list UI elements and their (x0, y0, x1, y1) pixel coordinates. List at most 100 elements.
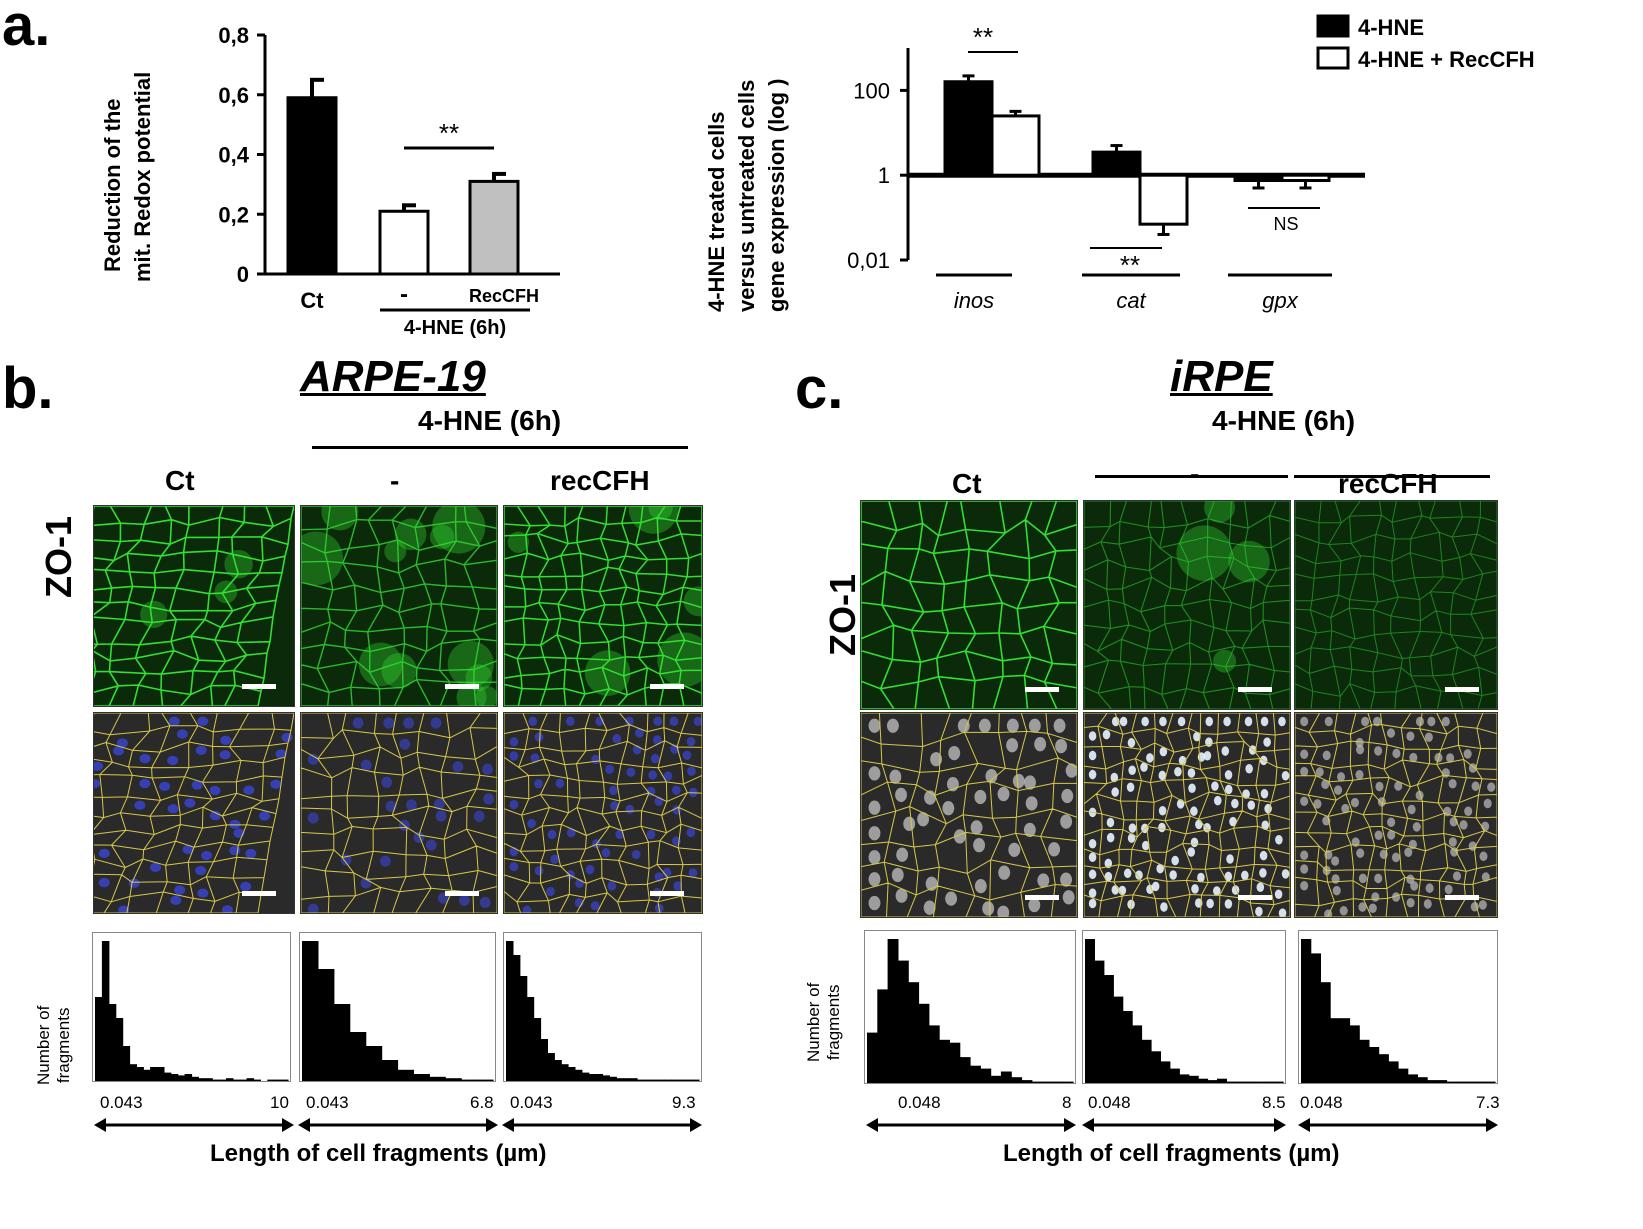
legend-swatch-0 (1316, 14, 1350, 38)
nucleus (1104, 858, 1113, 869)
nucleus (550, 854, 560, 864)
cell-borders (301, 506, 497, 706)
nucleus (385, 800, 397, 812)
nucleus (1119, 716, 1128, 727)
hist-c0-xmin: 0.048 (898, 1093, 941, 1112)
nucleus (1404, 847, 1413, 858)
nucleus (1053, 718, 1066, 733)
nucleus (116, 738, 128, 748)
histogram-bar (143, 1069, 151, 1081)
nucleus (1211, 781, 1219, 791)
nucleus (150, 862, 162, 873)
gene-sig-inos: ** (973, 22, 993, 52)
nucleus (209, 810, 221, 821)
nucleus (534, 779, 543, 789)
arpe19-zo1-ct-image (93, 505, 295, 707)
cell-borders (861, 501, 1077, 709)
histogram-bar (95, 997, 103, 1081)
nucleus (625, 716, 634, 726)
nucleus (1088, 750, 1097, 761)
histogram-bar (445, 1078, 462, 1081)
nucleus (1231, 798, 1239, 809)
nucleus (669, 716, 679, 726)
nucleus (1224, 899, 1233, 909)
nucleus (1146, 884, 1154, 895)
nucleus (653, 716, 663, 726)
histogram-bar (333, 1004, 351, 1081)
histogram-bar (568, 1067, 576, 1081)
nucleus (1260, 789, 1269, 799)
arpe19-col-ct: Ct (165, 465, 195, 496)
histogram-bar (588, 1074, 597, 1081)
arpe19-row-label: ZO-1 (38, 515, 79, 598)
nucleus (413, 831, 425, 843)
histogram-bar (581, 1072, 590, 1081)
histogram-bar (1320, 982, 1331, 1083)
histogram-bar (232, 1079, 241, 1081)
nucleus (1060, 814, 1073, 829)
hist-b-length-arrows (94, 1118, 702, 1132)
nucleus (430, 717, 442, 729)
nucleus (1213, 886, 1221, 896)
redox-bar-0 (286, 96, 338, 276)
nucleus (1102, 729, 1111, 740)
fluorescence-blob (447, 641, 494, 688)
histogram-bar (226, 1078, 234, 1081)
histogram-bar (678, 1079, 686, 1081)
nucleus (1203, 823, 1211, 833)
histogram-bar (1264, 1081, 1275, 1083)
redox-bar-2 (468, 179, 520, 276)
nucleus (1300, 716, 1309, 727)
nucleus (1158, 822, 1166, 833)
scale-bar (445, 684, 479, 689)
nucleus (191, 780, 203, 790)
nucleus (1448, 837, 1457, 847)
histogram-bar (163, 1072, 172, 1081)
nucleus (1459, 820, 1468, 830)
nucleus (527, 818, 536, 829)
nucleus (868, 800, 881, 815)
nucleus (1368, 903, 1377, 913)
nucleus (1206, 898, 1214, 909)
nucleus (220, 735, 232, 745)
fluorescence-blob (321, 506, 359, 531)
nucleus (1361, 716, 1370, 727)
histogram-bar (540, 1039, 548, 1081)
nucleus (555, 778, 565, 789)
nucleus (433, 798, 445, 810)
length-arrow-c1-left-head (1082, 1118, 1094, 1132)
nucleus (509, 861, 519, 872)
nucleus (997, 905, 1010, 917)
histogram-bar (1132, 1025, 1143, 1083)
histogram-bar (574, 1069, 583, 1081)
nucleus (547, 829, 557, 840)
arpe19-title: ARPE-19 (300, 352, 486, 401)
nucleus (671, 785, 681, 795)
nucleus (1464, 806, 1473, 816)
histogram-bar (664, 1079, 672, 1081)
nucleus (1315, 767, 1324, 777)
histogram-bar (246, 1078, 255, 1081)
nucleus (197, 716, 209, 726)
nucleus (1281, 869, 1290, 879)
fluorescence-blob (683, 586, 702, 617)
nucleus (219, 750, 231, 760)
nucleus (1300, 880, 1309, 891)
nucleus (168, 716, 180, 726)
irpe-treatment-label: 4-HNE (6h) (1212, 405, 1356, 436)
nucleus (1178, 755, 1187, 766)
histogram-bar (1310, 953, 1321, 1083)
nucleus (1321, 779, 1330, 790)
nucleus (868, 718, 881, 733)
hist-c-xlabel: Length of cell fragments (µm) (1003, 1140, 1340, 1167)
histogram-bar (554, 1060, 562, 1081)
length-arrow-c0-right-head (1064, 1118, 1076, 1132)
histogram-bar (108, 1004, 117, 1081)
nucleus (1392, 748, 1401, 759)
nucleus (1358, 873, 1367, 884)
scale-bar (650, 684, 684, 689)
fluorescence-blob (475, 685, 497, 706)
nucleus (1008, 842, 1021, 857)
nucleus (118, 905, 130, 913)
nucleus (270, 779, 282, 789)
